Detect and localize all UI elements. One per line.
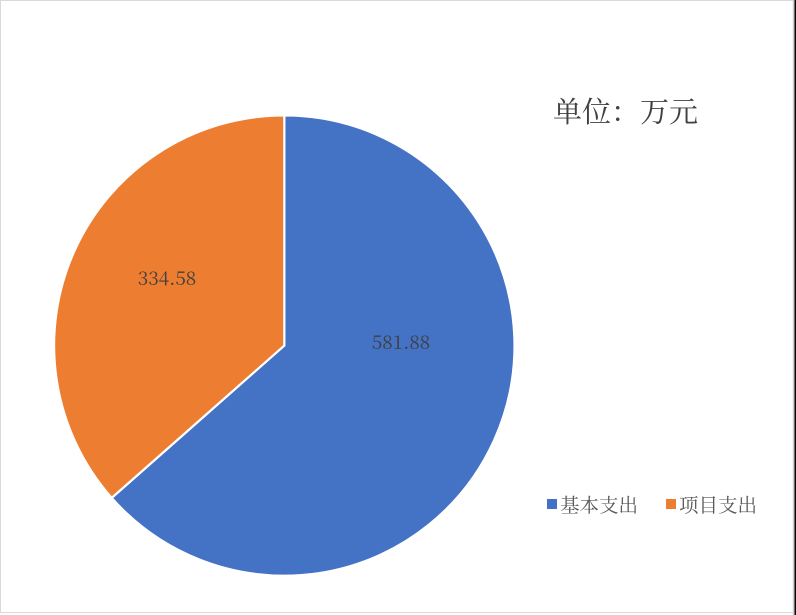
svg-text:581.88: 581.88: [372, 328, 430, 355]
svg-text:334.58: 334.58: [138, 264, 196, 291]
